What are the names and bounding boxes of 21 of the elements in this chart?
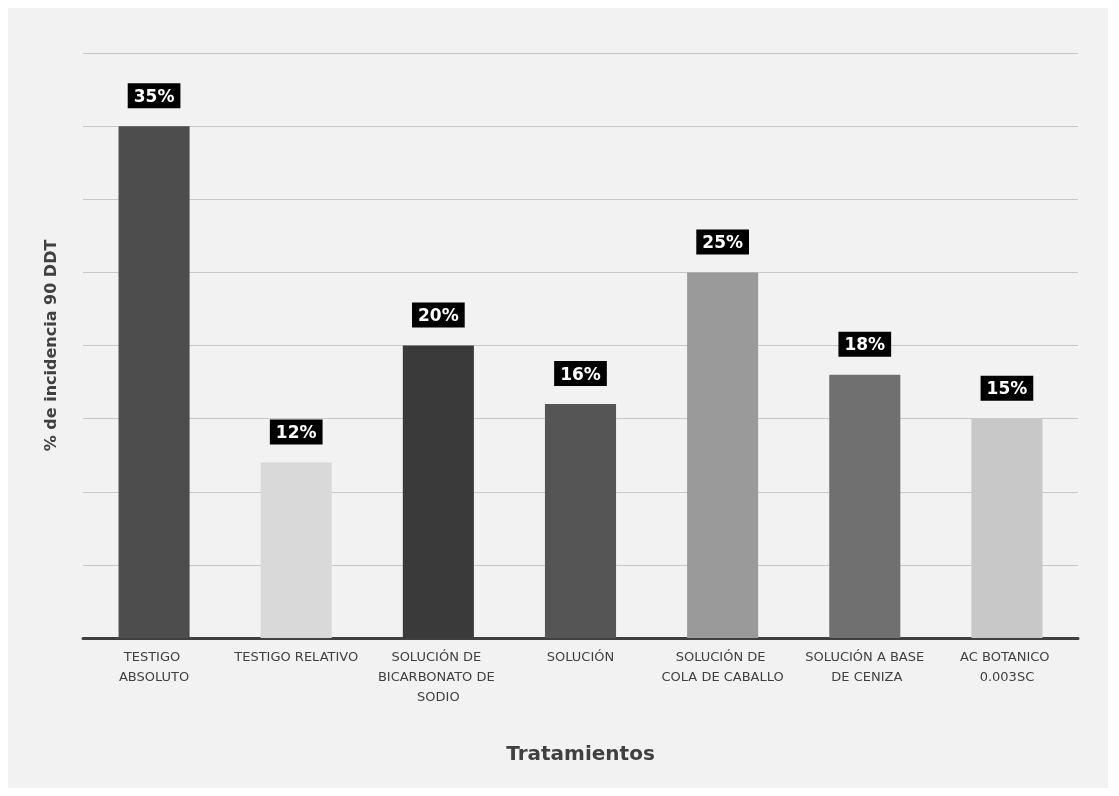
x-tick-label: AC BOTANICO 0.003SC: [960, 648, 1054, 684]
bar: [118, 126, 190, 638]
x-tick-label: SOLUCIÓN DE COLA DE CABALLO: [661, 648, 784, 684]
x-tick-label: SOLUCIÓN DE BICARBONATO DE SODIO: [377, 648, 499, 704]
y-axis-title: % de incidencia 90 DDT: [40, 239, 60, 452]
bar: [829, 374, 901, 638]
x-tick-label: TESTIGO RELATIVO: [233, 648, 359, 664]
data-label: 18%: [844, 334, 886, 355]
data-label: 35%: [133, 85, 175, 106]
x-axis-title: Tratamientos: [506, 741, 655, 765]
data-label: 25%: [702, 231, 743, 252]
data-label: 12%: [275, 422, 317, 442]
x-tick-label: SOLUCIÓN: [546, 648, 615, 664]
x-tick-label: SOLUCIÓN A BASE DE CENIZA: [805, 648, 925, 684]
bar: [687, 272, 759, 638]
bar: [260, 462, 332, 638]
data-label: 16%: [560, 363, 601, 384]
data-label: 20%: [418, 305, 459, 325]
bar: [544, 404, 617, 638]
data-label: 15%: [986, 378, 1028, 399]
x-tick-label: TESTIGO ABSOLUTO: [118, 648, 190, 684]
